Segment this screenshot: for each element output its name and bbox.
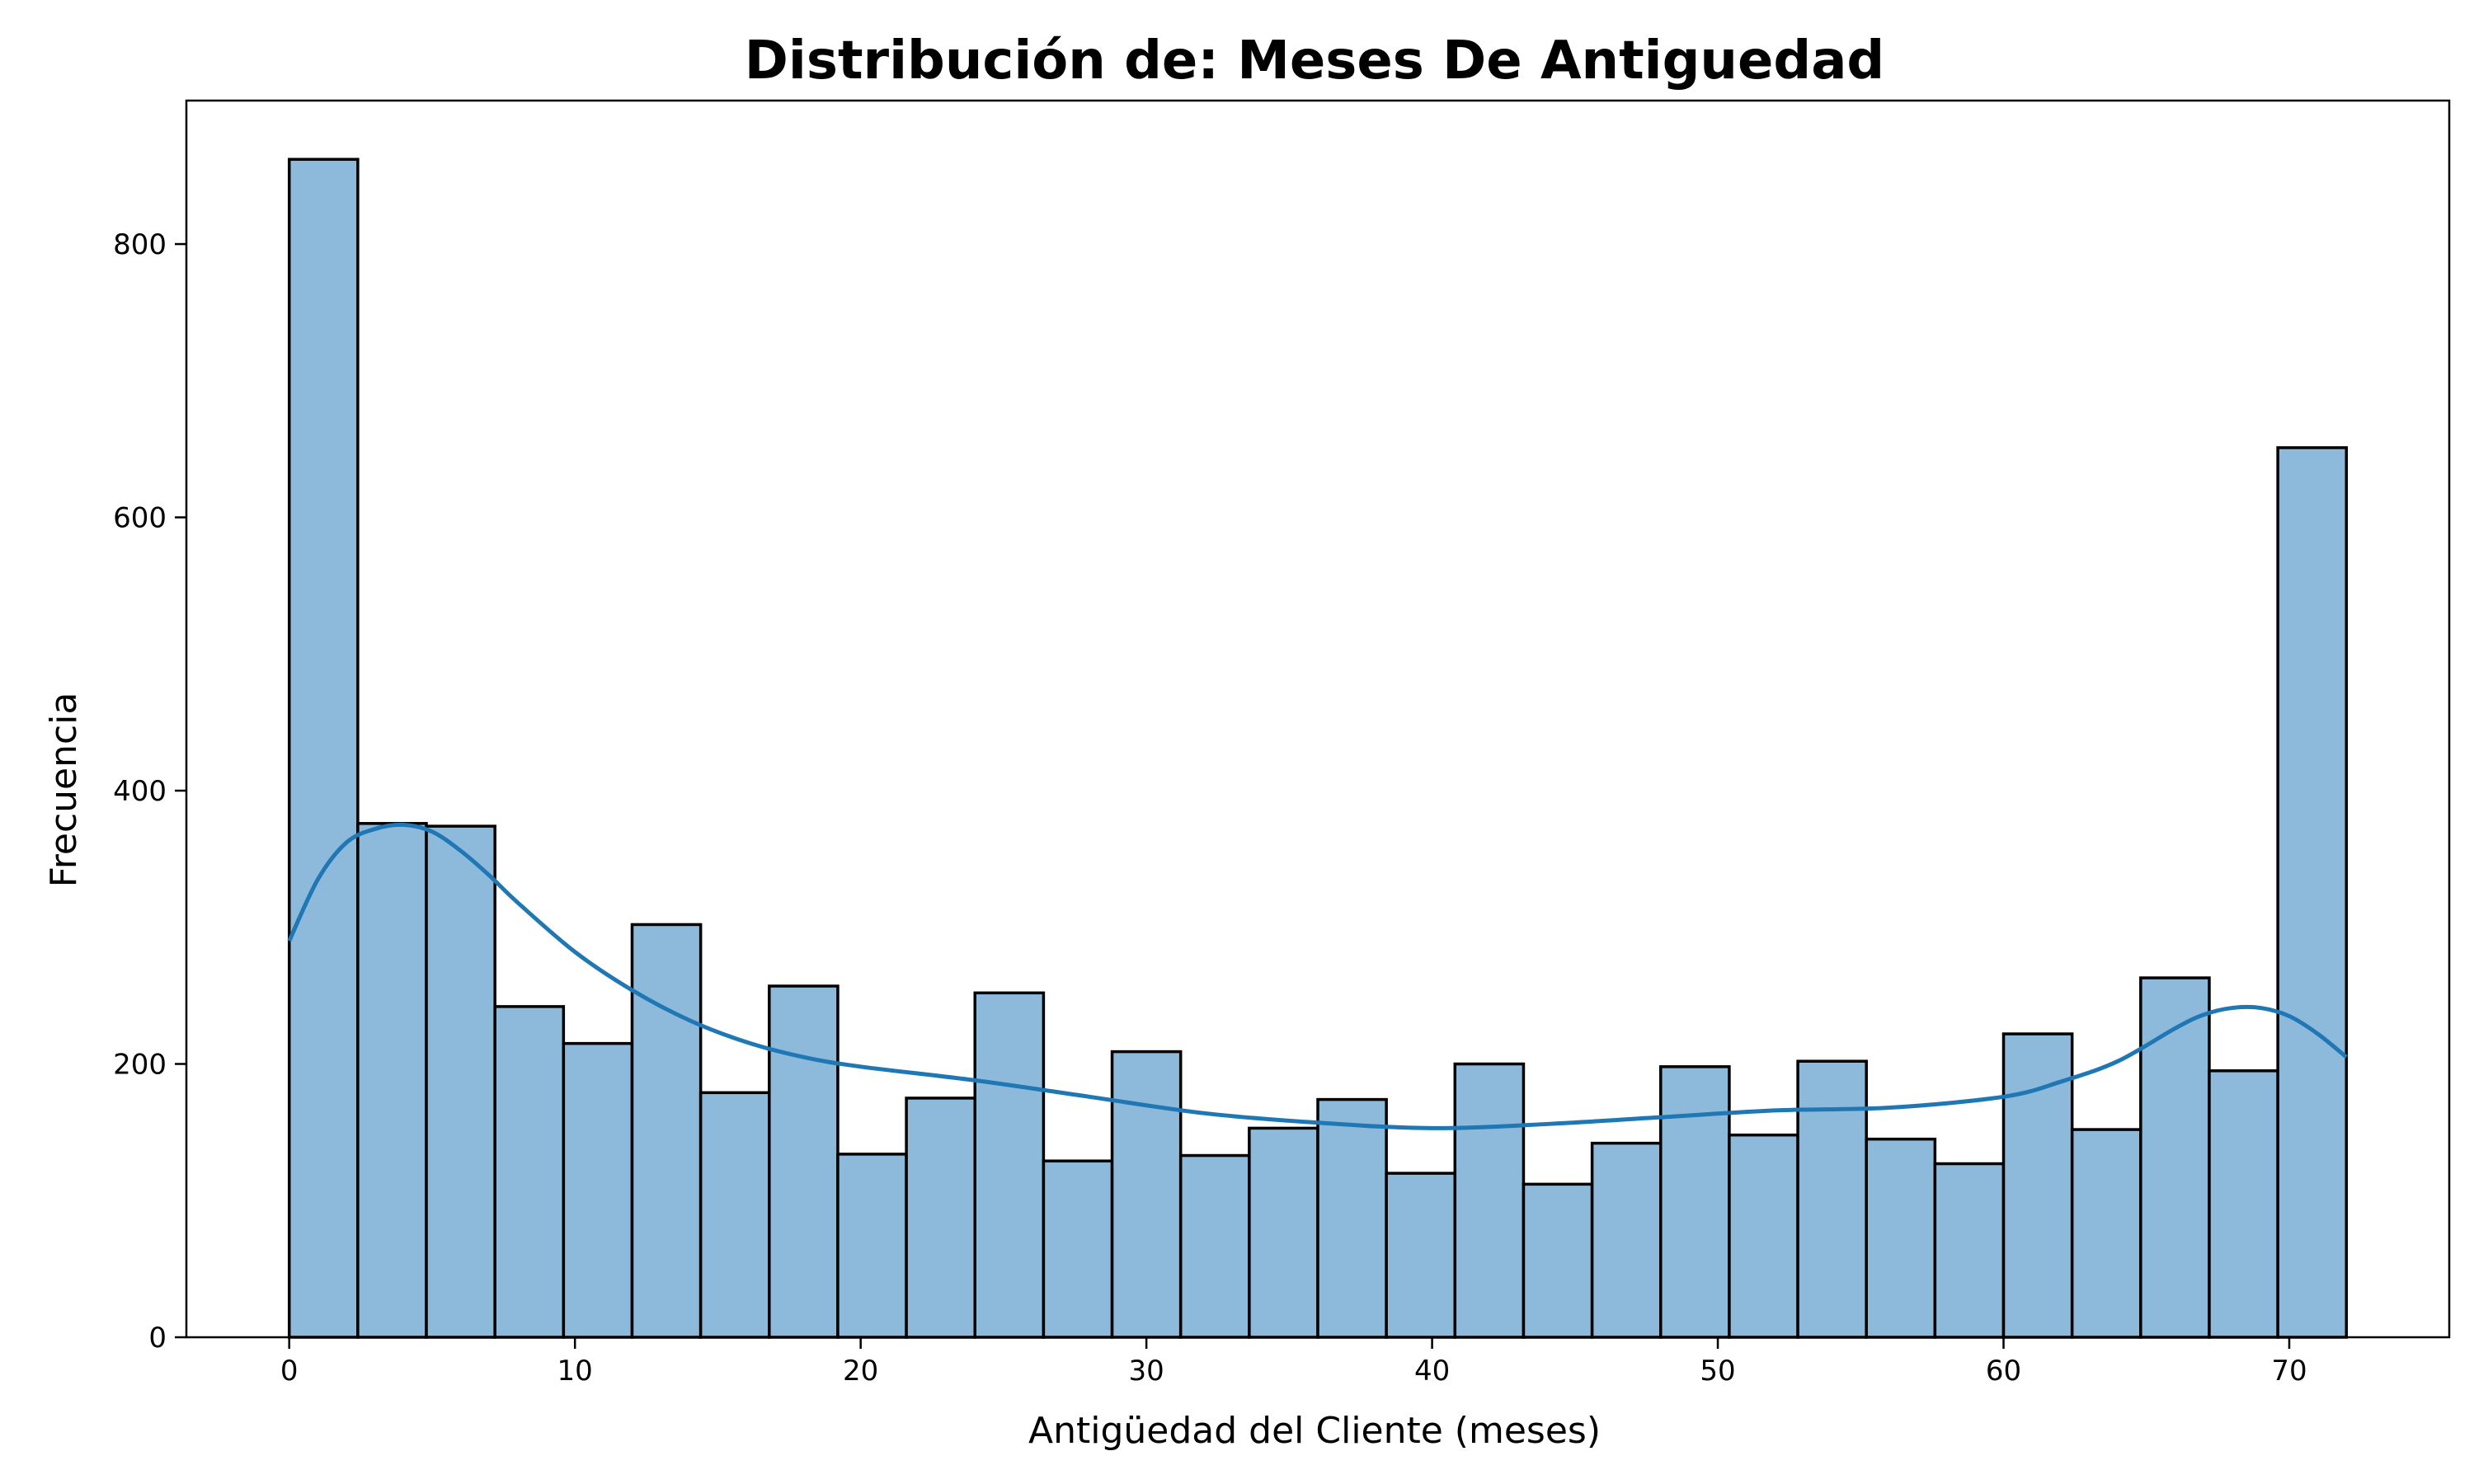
bar-21 xyxy=(1728,1133,1799,1339)
bar-3 xyxy=(493,1005,566,1339)
bar-2 xyxy=(425,824,496,1339)
y-tick-label: 400 xyxy=(113,775,167,808)
bar-9 xyxy=(905,1097,976,1339)
bar-18 xyxy=(1522,1182,1594,1339)
bar-6 xyxy=(698,1091,771,1339)
bar-29 xyxy=(2276,446,2349,1339)
bar-15 xyxy=(1316,1097,1388,1339)
x-tick-label: 60 xyxy=(1986,1355,2021,1388)
bar-20 xyxy=(1659,1065,1731,1339)
bars-group xyxy=(287,157,2349,1339)
x-tick-label: 40 xyxy=(1414,1355,1450,1388)
x-axis-label: Antigüedad del Cliente (meses) xyxy=(1028,1410,1601,1452)
bar-14 xyxy=(1248,1126,1319,1339)
bar-8 xyxy=(836,1153,908,1339)
bar-25 xyxy=(2001,1032,2074,1339)
bar-16 xyxy=(1385,1172,1457,1339)
bar-19 xyxy=(1590,1141,1663,1339)
kde-curve xyxy=(287,822,2348,1130)
bar-1 xyxy=(356,822,428,1339)
plot-frame xyxy=(185,99,2451,1339)
y-tick-label: 0 xyxy=(148,1322,167,1355)
y-tick-label: 200 xyxy=(113,1049,167,1082)
bar-22 xyxy=(1796,1059,1868,1339)
x-axis-ticks: 0 10 20 30 40 50 60 70 xyxy=(280,1337,2307,1388)
y-axis-ticks: 0 200 400 600 800 xyxy=(113,228,186,1355)
bar-27 xyxy=(2139,976,2211,1339)
chart-title: Distribución de: Meses De Antiguedad xyxy=(745,31,1884,92)
x-tick-label: 30 xyxy=(1128,1355,1164,1388)
bar-17 xyxy=(1453,1062,1526,1339)
y-tick-label: 600 xyxy=(113,502,167,535)
bar-13 xyxy=(1178,1153,1251,1339)
bar-23 xyxy=(1865,1137,1937,1339)
bar-10 xyxy=(973,991,1046,1339)
bar-24 xyxy=(1933,1162,2006,1339)
bar-5 xyxy=(630,923,703,1339)
bar-7 xyxy=(768,984,840,1339)
y-tick-label: 800 xyxy=(113,228,167,261)
bar-26 xyxy=(2070,1128,2142,1339)
x-tick-label: 50 xyxy=(1700,1355,1735,1388)
x-tick-label: 10 xyxy=(557,1355,593,1388)
bar-11 xyxy=(1042,1159,1114,1339)
x-tick-label: 0 xyxy=(280,1355,299,1388)
x-tick-label: 70 xyxy=(2271,1355,2307,1388)
bar-12 xyxy=(1110,1050,1183,1339)
bar-28 xyxy=(2208,1069,2279,1339)
bar-0 xyxy=(287,157,360,1339)
y-axis-label: Frecuencia xyxy=(43,693,85,888)
x-tick-label: 20 xyxy=(843,1355,878,1388)
bar-4 xyxy=(562,1041,634,1339)
